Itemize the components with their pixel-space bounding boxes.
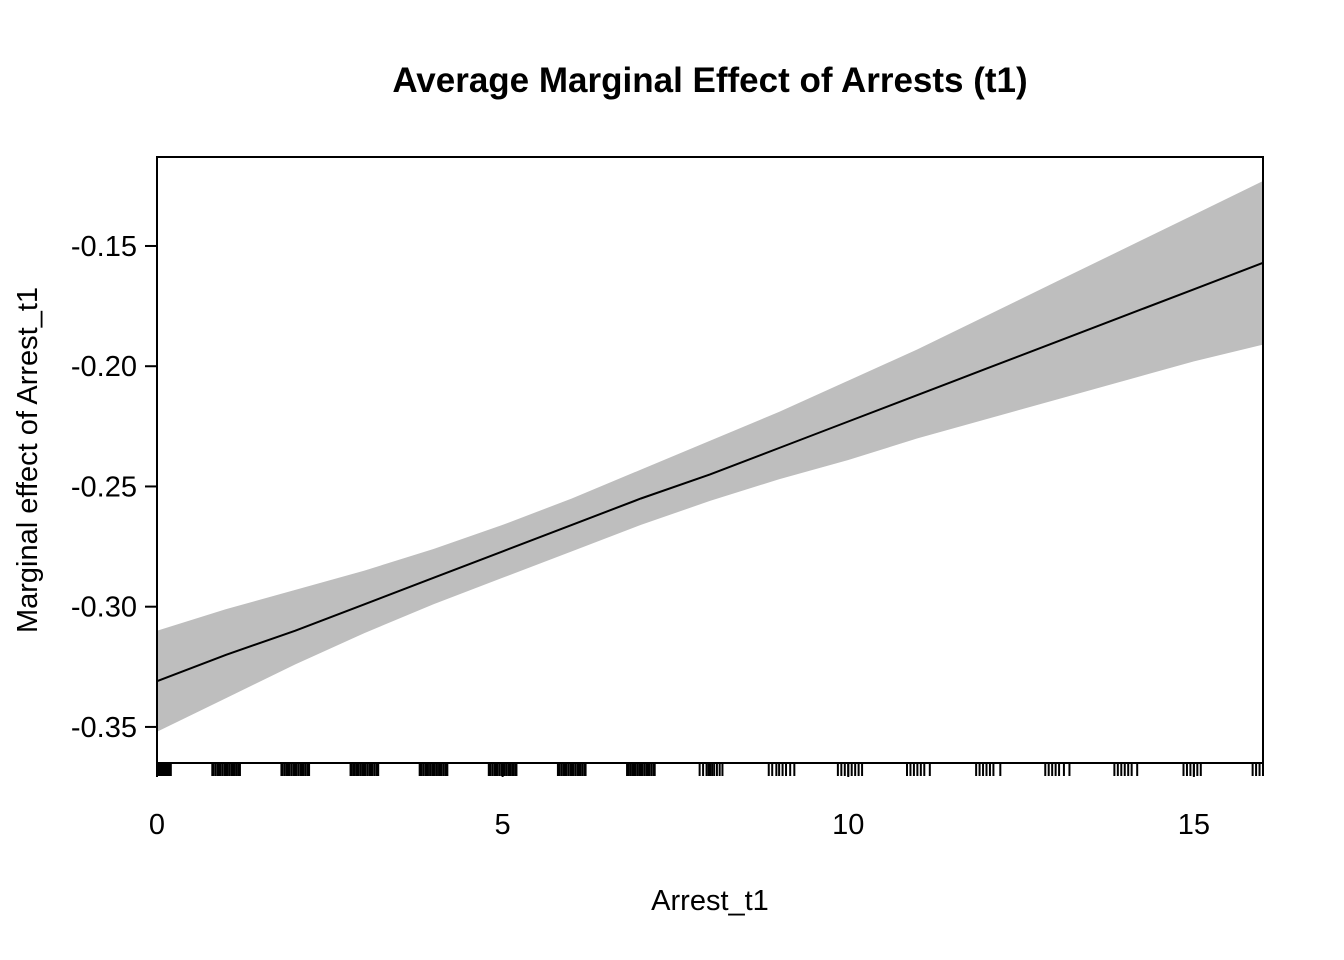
y-axis-title: Marginal effect of Arrest_t1 xyxy=(12,287,44,633)
x-tick-label: 15 xyxy=(1178,809,1210,841)
x-tick-label: 5 xyxy=(495,809,511,841)
marginal-effect-line xyxy=(156,261,1264,683)
y-axis: -0.35 -0.30 -0.25 -0.20 -0.15 xyxy=(71,231,158,744)
y-tick-label: -0.35 xyxy=(71,712,137,744)
x-tick-label: 0 xyxy=(149,809,165,841)
chart-title: Average Marginal Effect of Arrests (t1) xyxy=(392,61,1027,100)
y-tick-label: -0.20 xyxy=(71,351,137,383)
rug xyxy=(156,763,1264,776)
confidence-band xyxy=(157,181,1263,732)
y-tick-label: -0.25 xyxy=(71,471,137,503)
y-tick-label: -0.15 xyxy=(71,231,137,263)
y-tick-label: -0.30 xyxy=(71,592,137,624)
plot-area xyxy=(156,181,1264,732)
x-axis-title: Arrest_t1 xyxy=(651,885,769,917)
x-tick-label: 10 xyxy=(832,809,864,841)
